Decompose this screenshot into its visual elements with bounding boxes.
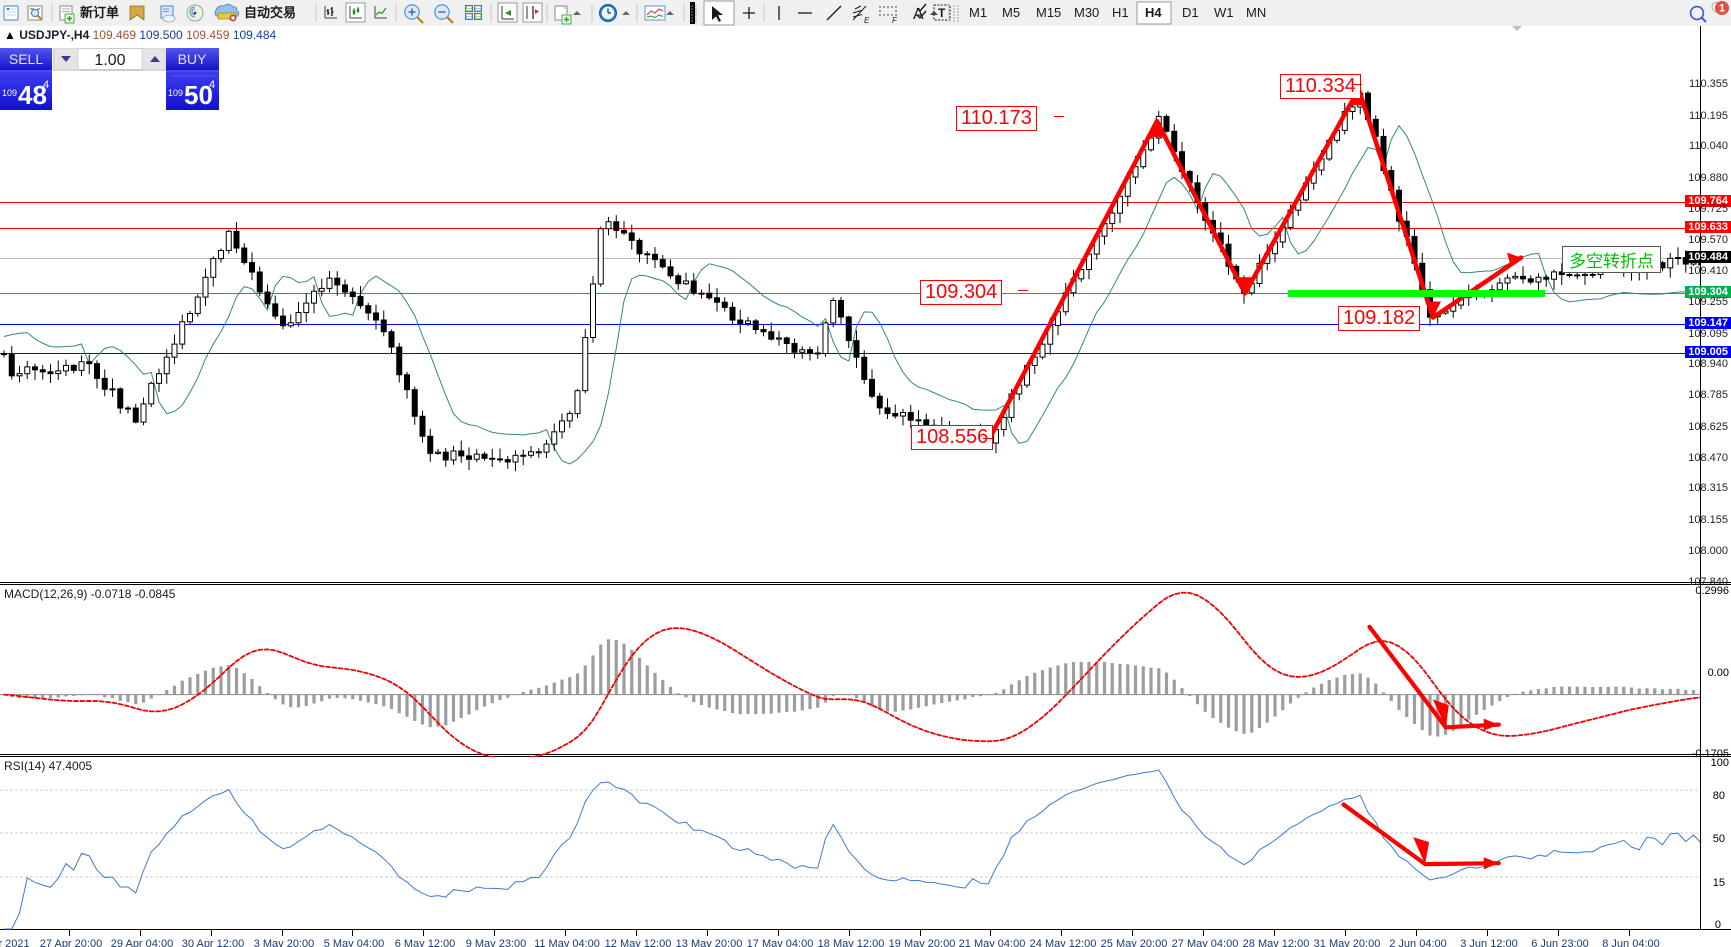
svg-text:M15: M15	[1036, 5, 1061, 20]
svg-text:MN: MN	[1246, 5, 1266, 20]
svg-text:109: 109	[168, 88, 183, 98]
svg-text:1.00: 1.00	[94, 52, 125, 69]
svg-text:E: E	[864, 16, 870, 25]
svg-text:T: T	[938, 6, 946, 20]
svg-text:M1: M1	[969, 5, 987, 20]
svg-text:H1: H1	[1112, 5, 1129, 20]
svg-text:109: 109	[2, 88, 17, 98]
svg-text:1: 1	[1719, 3, 1725, 15]
svg-text:M30: M30	[1074, 5, 1099, 20]
svg-text:BUY: BUY	[178, 51, 207, 67]
svg-text:自动交易: 自动交易	[244, 5, 296, 20]
svg-text:W1: W1	[1214, 5, 1234, 20]
svg-text:4: 4	[43, 79, 49, 91]
svg-text:SELL: SELL	[9, 51, 43, 67]
svg-text:4: 4	[209, 79, 215, 91]
svg-text:新订单: 新订单	[80, 5, 119, 20]
svg-text:M5: M5	[1002, 5, 1020, 20]
svg-text:H4: H4	[1145, 5, 1162, 20]
svg-text:D1: D1	[1182, 5, 1199, 20]
